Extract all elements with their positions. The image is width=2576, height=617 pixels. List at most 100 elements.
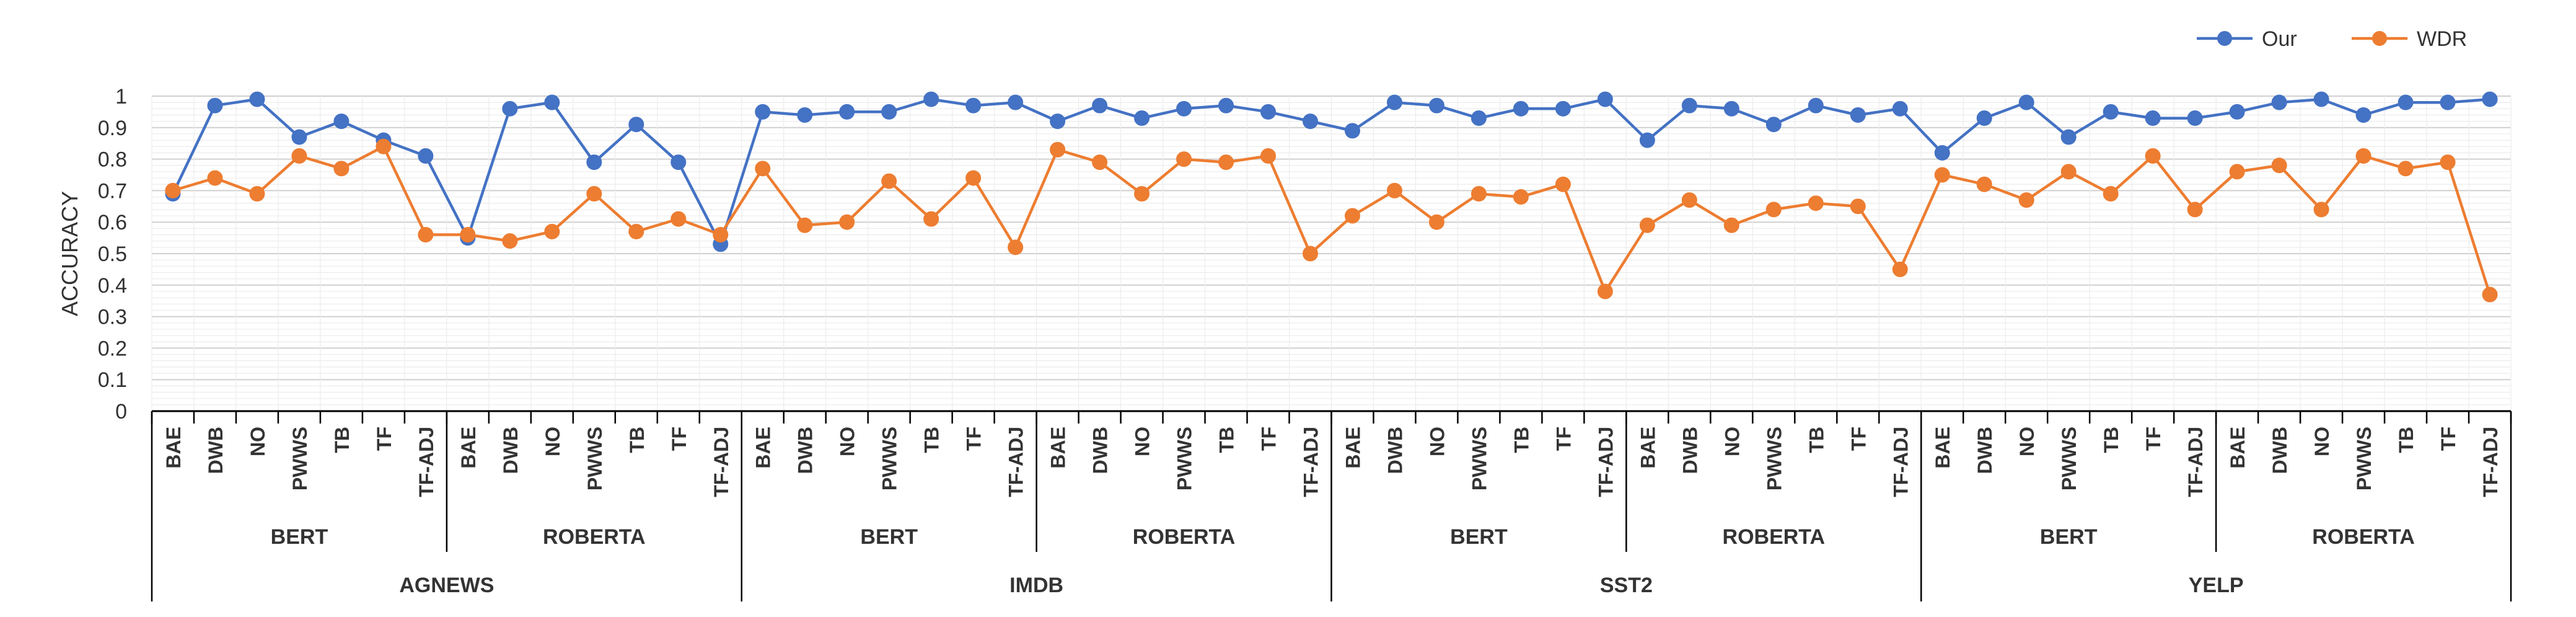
x-tick-label: BAE [1047,427,1070,469]
data-point-our [1681,97,1697,113]
legend: Our WDR [2197,27,2467,51]
data-point-our [755,104,771,120]
data-point-our [1934,144,1950,161]
data-point-wdr [1723,217,1739,233]
data-point-our [2060,129,2077,145]
x-tick-label: TF [963,427,985,451]
x-tick-label: BAE [752,427,775,469]
x-tick-label: NO [1132,427,1154,456]
x-tick-label: DWB [204,427,227,474]
data-point-wdr [1218,154,1234,171]
data-point-our [1555,100,1571,117]
data-point-wdr [1976,176,1992,192]
model-group-label: BERT [2040,525,2098,549]
y-tick-label: 0.9 [98,117,127,140]
data-point-our [797,107,813,123]
y-tick-label: 0.4 [98,274,127,298]
data-point-wdr [1934,167,1950,183]
data-point-wdr [1260,148,1277,164]
x-tick-label: TB [921,427,943,453]
x-tick-label: TB [1805,427,1827,453]
data-point-our [1344,123,1360,139]
x-tick-label: PWWS [2058,427,2080,490]
data-point-wdr [670,211,687,227]
legend-swatch-marker [2217,31,2232,46]
data-point-our [1176,100,1192,117]
x-tick-label: TF-ADJ [2479,427,2502,497]
data-point-wdr [713,227,729,243]
model-group-label: ROBERTA [2312,525,2415,549]
series-line-wdr [172,145,2492,295]
x-tick-label: PWWS [879,427,901,490]
data-point-our [418,148,434,164]
data-point-our [333,113,349,130]
data-point-wdr [1303,246,1319,262]
x-tick-label: TF-ADJ [1300,427,1322,497]
x-tick-label: PWWS [1468,427,1490,490]
x-tick-label: NO [1426,427,1448,456]
data-point-our [1092,97,1108,113]
data-point-our [1218,97,1234,113]
data-point-wdr [1850,198,1866,215]
data-point-wdr [755,161,771,177]
x-tick-label: TF [1847,427,1870,451]
y-tick-label: 0.6 [98,211,127,234]
data-point-wdr [165,182,181,198]
data-point-wdr [1597,283,1613,300]
x-tick-label: TF [1258,427,1280,451]
data-point-our [1260,104,1277,120]
axes: 0 0.1 0.2 0.3 0.4 0.5 0.6 0.7 0.8 0.9 1 ACCURACY [57,85,2512,601]
data-point-wdr [1555,176,1571,192]
x-tick-label: TB [2395,427,2417,453]
data-point-wdr [1513,189,1529,205]
data-point-our [1470,110,1487,127]
data-point-our [965,97,982,113]
x-tick-label: TF-ADJ [2184,427,2207,497]
category-labels: BAE DWB NO PWWS TB TF TF-ADJ BAE DWB NO PWWS TB TF TF… [162,427,2502,597]
x-tick-label: PWWS [2353,427,2375,490]
x-tick-label: BAE [1637,427,1659,469]
x-tick-label: BAE [2227,427,2249,469]
data-point-our [2398,94,2414,110]
x-tick-label: DWB [1679,427,1701,474]
data-point-wdr [333,161,349,177]
x-tick-label: PWWS [584,427,606,490]
data-point-our [291,129,307,145]
data-point-wdr [2060,164,2077,180]
data-point-wdr [923,211,939,227]
model-group-label: BERT [1450,525,1508,549]
gridlines [151,95,2512,412]
data-point-wdr [881,173,897,189]
data-point-our [1303,113,1319,130]
x-tick-label: DWB [1974,427,1996,474]
data-point-our [1892,100,1908,117]
x-tick-label: BAE [162,427,185,469]
data-point-wdr [2229,164,2245,180]
data-point-our [544,94,560,110]
model-group-label: BERT [271,525,328,549]
data-point-wdr [1765,202,1782,218]
data-point-wdr [586,185,602,202]
data-point-wdr [1639,217,1655,233]
data-point-our [2229,104,2245,120]
data-point-wdr [797,217,813,233]
y-tick-label: 0 [115,400,127,424]
x-tick-label: NO [2311,427,2333,456]
data-point-wdr [2145,148,2161,164]
data-point-wdr [1092,154,1108,171]
y-tick-label: 0.1 [98,368,127,392]
data-point-our [207,97,223,113]
x-tick-label: BAE [1932,427,1954,469]
data-point-wdr [1050,141,1066,158]
x-tick-label: TF-ADJ [1594,427,1617,497]
y-tick-label: 0.3 [98,306,127,329]
data-point-wdr [207,170,223,186]
x-tick-label: BAE [457,427,480,469]
model-group-label: ROBERTA [1133,525,1236,549]
data-point-our [1386,94,1402,110]
data-point-wdr [2398,161,2414,177]
data-point-wdr [2313,202,2329,218]
data-point-wdr [1808,195,1824,211]
